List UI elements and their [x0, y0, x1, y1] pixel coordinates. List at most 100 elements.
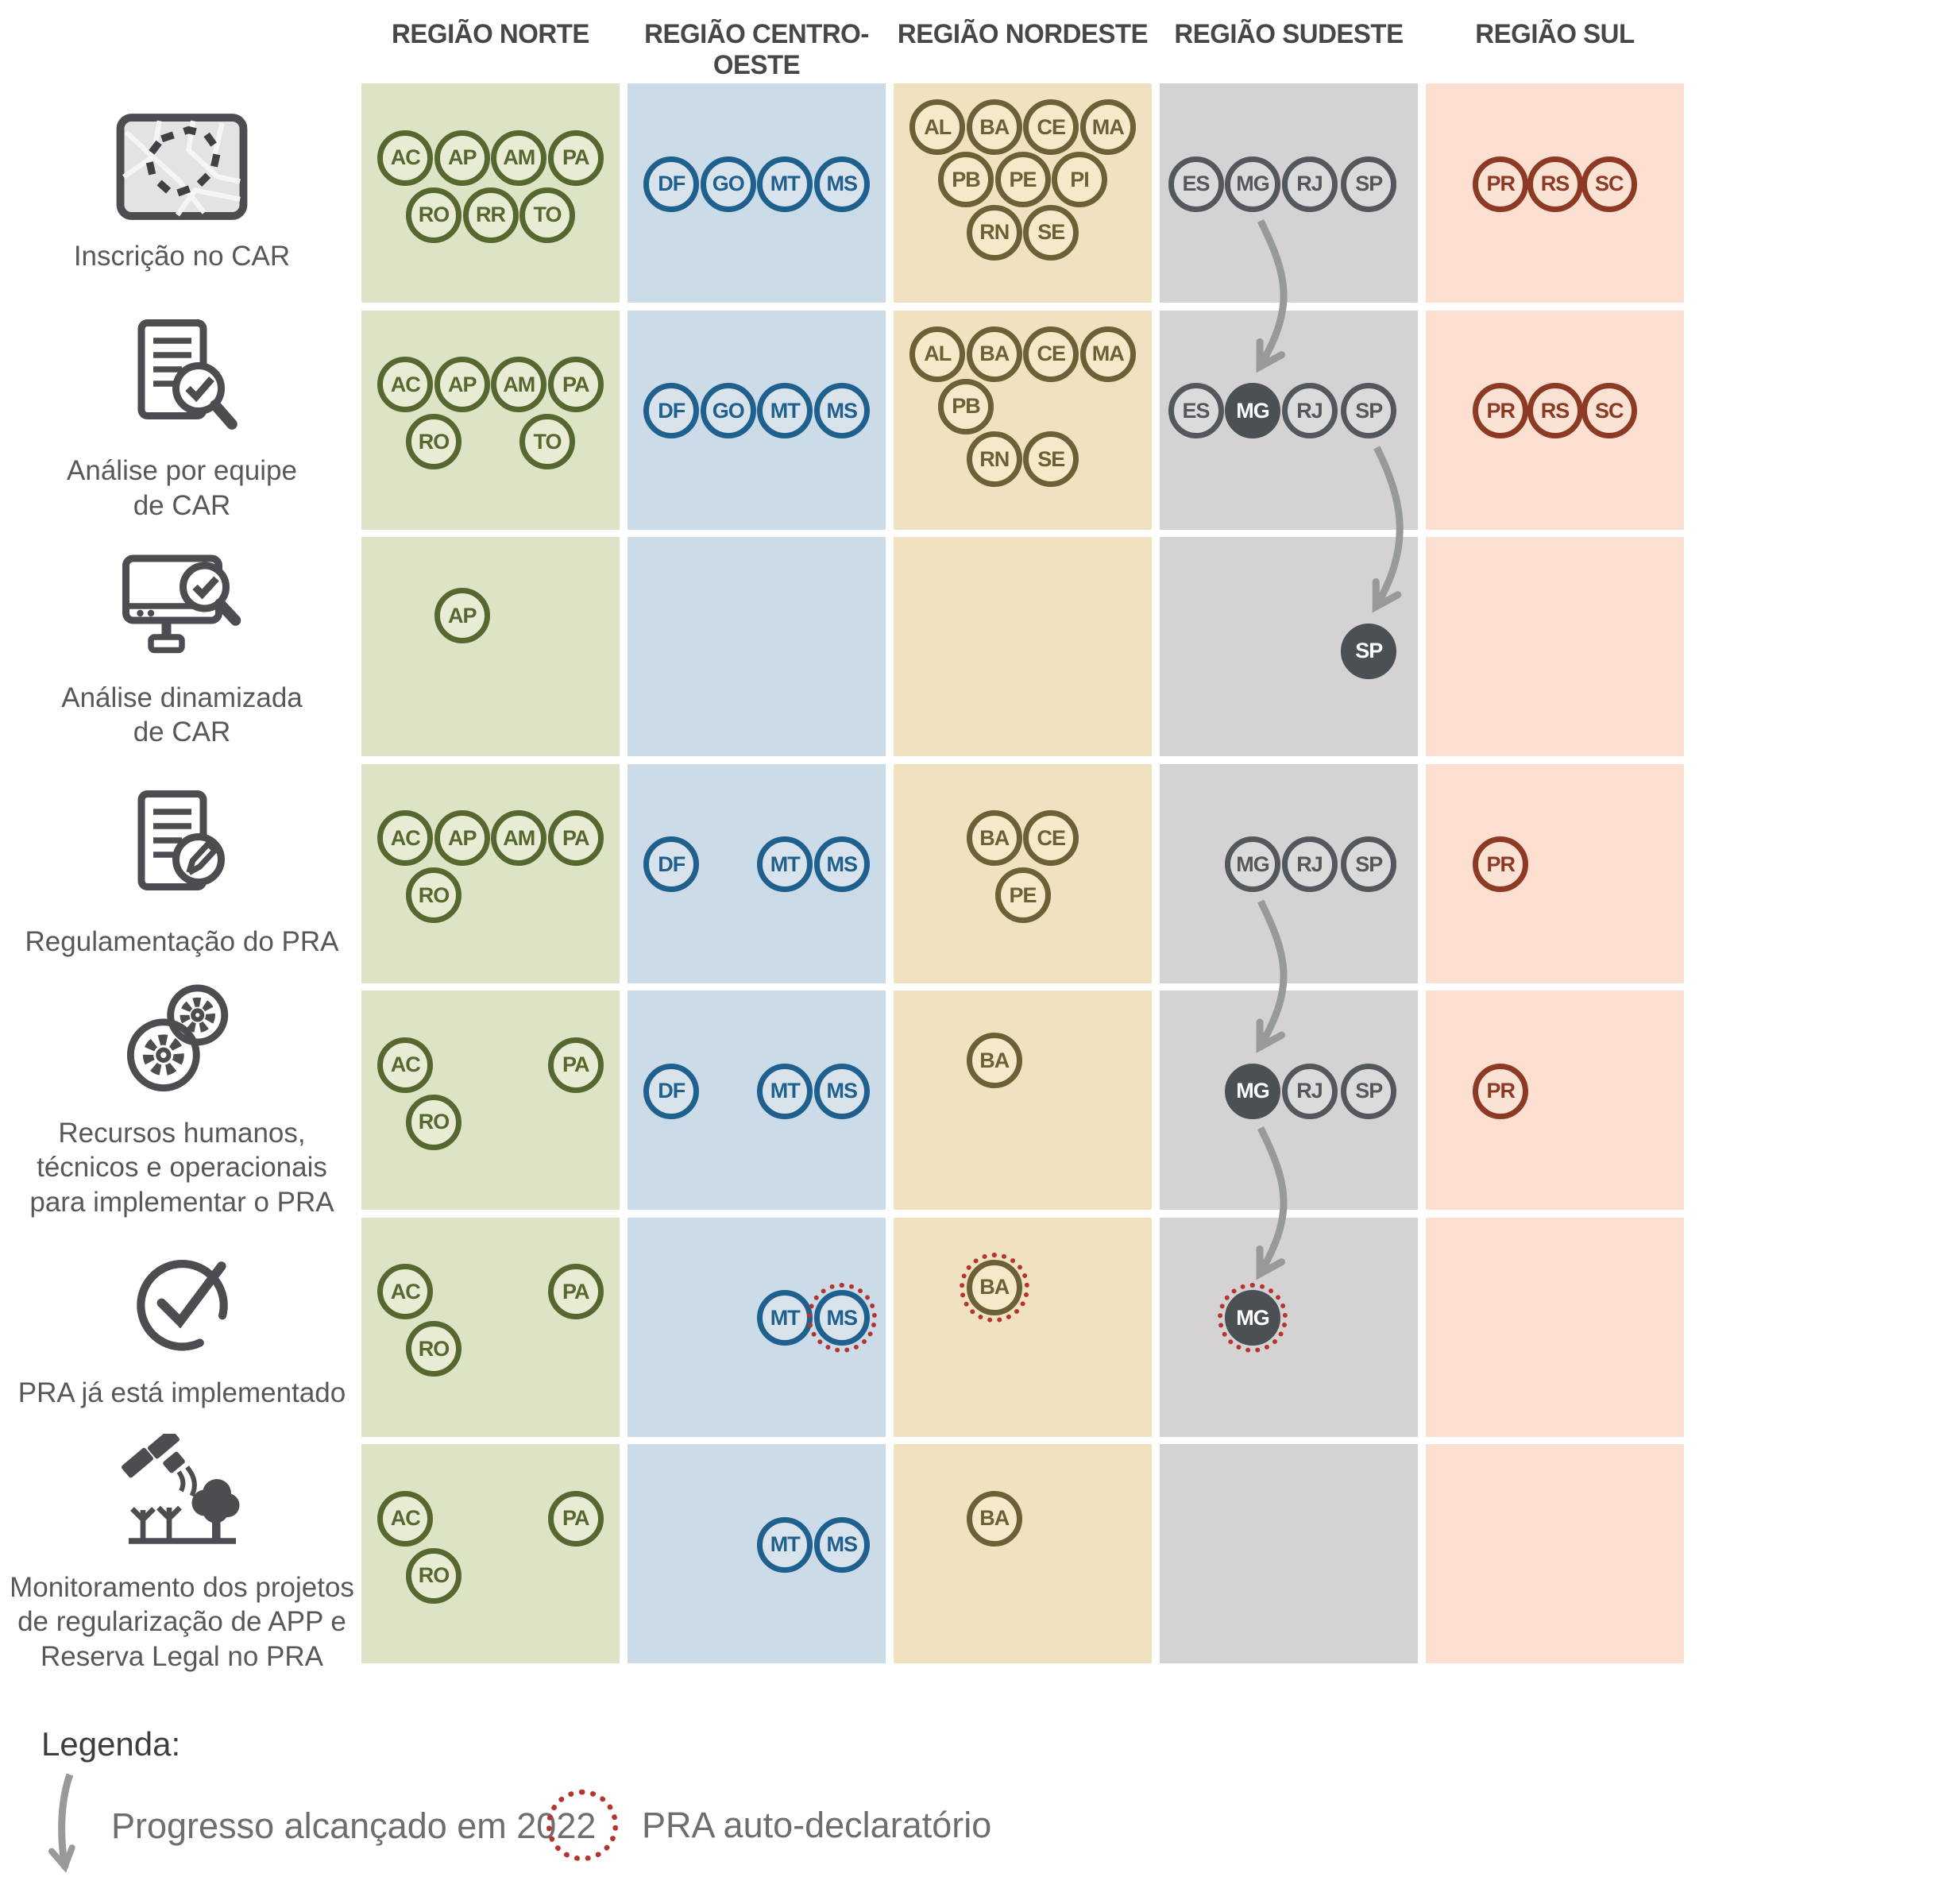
- cell-step2-centro_oeste: DF GO MT MS: [628, 310, 886, 530]
- step-block-3: Análise dinamizada de CAR: [0, 537, 364, 756]
- state-badge-pe: PE: [994, 867, 1051, 924]
- state-badge-rj: RJ: [1281, 1063, 1338, 1119]
- state-badge-pa: PA: [547, 810, 604, 867]
- state-badge-ac: AC: [377, 1264, 434, 1320]
- legend-title: Legenda:: [41, 1725, 181, 1763]
- state-badge-ms: MS: [813, 156, 870, 212]
- cell-step4-nordeste: BA CE PE: [894, 763, 1152, 983]
- cell-step1-nordeste: AL BA CE MA PB PE PI RN SE: [894, 83, 1152, 303]
- cell-step6-sul: [1426, 1217, 1684, 1437]
- state-badge-pe: PE: [994, 152, 1051, 208]
- cell-step6-norte: AC PA RO: [361, 1217, 620, 1437]
- state-badge-pb: PB: [938, 152, 994, 208]
- state-badge-rj: RJ: [1281, 383, 1338, 439]
- state-badge-sp: SP: [1341, 1063, 1397, 1119]
- cell-step4-sul: PR: [1426, 763, 1684, 983]
- cell-step2-nordeste: AL BA CE MA PB RN SE: [894, 310, 1152, 530]
- region-header-nordeste: REGIÃO NORDESTE: [897, 19, 1149, 49]
- monitor-check-icon: [118, 544, 245, 663]
- state-badge-pb: PB: [938, 378, 994, 434]
- map-icon: [114, 112, 249, 222]
- cell-step2-sul: PR RS SC: [1426, 310, 1684, 530]
- state-badge-ba: BA: [959, 1252, 1029, 1323]
- cell-step4-norte: AC AP AM PA RO: [361, 763, 620, 983]
- state-badge-ap: AP: [434, 588, 490, 644]
- cell-step7-norte: AC PA RO: [361, 1444, 620, 1663]
- cell-step3-nordeste: [894, 537, 1152, 756]
- state-badge-am: AM: [491, 357, 547, 413]
- state-badge-rn: RN: [966, 431, 1022, 488]
- region-header-centro_oeste: REGIÃO CENTRO-OESTE: [644, 19, 869, 80]
- state-badge-rj: RJ: [1281, 156, 1338, 212]
- state-badge-pr: PR: [1473, 156, 1529, 212]
- state-badge-go: GO: [700, 156, 756, 212]
- state-badge-sc: SC: [1581, 156, 1637, 212]
- cell-step1-sul: PR RS SC: [1426, 83, 1684, 303]
- cell-step6-nordeste: BA: [894, 1217, 1152, 1437]
- state-badge-es: ES: [1168, 156, 1224, 212]
- state-badge-mg: MG: [1225, 1063, 1280, 1119]
- state-badge-mt: MT: [757, 383, 813, 439]
- state-badge-es: ES: [1168, 383, 1224, 439]
- state-badge-ro: RO: [406, 414, 461, 470]
- state-badge-pr: PR: [1473, 836, 1529, 893]
- state-badge-pa: PA: [547, 129, 604, 186]
- state-badge-pa: PA: [547, 1490, 604, 1547]
- state-badge-pa: PA: [547, 1037, 604, 1093]
- cell-step1-sudeste: ES MG RJ SP: [1160, 83, 1418, 303]
- cell-step5-sudeste: MG RJ SP: [1160, 991, 1418, 1210]
- state-badge-mg: MG: [1218, 1283, 1288, 1354]
- step-label-2: Análise por equipe de CAR: [67, 455, 297, 521]
- state-badge-ac: AC: [377, 1490, 434, 1547]
- state-badge-se: SE: [1023, 204, 1079, 261]
- state-badge-ap: AP: [434, 810, 490, 867]
- state-badge-ba: BA: [966, 810, 1022, 867]
- state-badge-mg: MG: [1225, 156, 1280, 212]
- state-badge-sp: SP: [1341, 836, 1397, 893]
- state-badge-sp: SP: [1341, 383, 1397, 439]
- state-badge-mt: MT: [757, 1516, 813, 1573]
- state-badge-ro: RO: [406, 1321, 461, 1377]
- state-badge-ba: BA: [966, 1490, 1022, 1547]
- region-header-sul: REGIÃO SUL: [1475, 19, 1635, 49]
- gears-icon: [121, 981, 244, 1099]
- state-badge-ro: RO: [406, 1094, 461, 1150]
- state-badge-ms: MS: [813, 383, 870, 439]
- cell-step7-sul: [1426, 1444, 1684, 1663]
- state-badge-ap: AP: [434, 129, 490, 186]
- cell-step1-norte: AC AP AM PA RO RR TO: [361, 83, 620, 303]
- state-badge-pi: PI: [1052, 152, 1107, 208]
- state-badge-mt: MT: [757, 836, 813, 893]
- step-label-6: PRA já está implementado: [17, 1377, 346, 1409]
- state-badge-mg: MG: [1225, 836, 1280, 893]
- cell-step3-sul: [1426, 537, 1684, 756]
- state-badge-ms: MS: [813, 1516, 870, 1573]
- cell-step7-centro_oeste: MT MS: [628, 1444, 886, 1663]
- cell-step2-sudeste: ES MG RJ SP: [1160, 310, 1418, 530]
- state-badge-mt: MT: [757, 1063, 813, 1119]
- state-badge-df: DF: [643, 836, 700, 893]
- state-badge-rn: RN: [966, 204, 1022, 261]
- state-badge-df: DF: [643, 1063, 700, 1119]
- cell-step4-sudeste: MG RJ SP: [1160, 763, 1418, 983]
- step-block-6: PRA já está implementado: [0, 1218, 364, 1437]
- cell-step6-centro_oeste: MT MS: [628, 1217, 886, 1437]
- state-badge-al: AL: [909, 326, 966, 382]
- state-badge-sc: SC: [1581, 383, 1637, 439]
- state-badge-ms: MS: [813, 1063, 870, 1119]
- state-badge-df: DF: [643, 156, 700, 212]
- cell-step5-norte: AC PA RO: [361, 991, 620, 1210]
- step-block-5: Recursos humanos, técnicos e operacionai…: [0, 984, 364, 1218]
- progress-arrow-icon: [48, 1773, 75, 1873]
- state-badge-pa: PA: [547, 357, 604, 413]
- state-badge-ac: AC: [377, 1037, 434, 1093]
- state-badge-pa: PA: [547, 1264, 604, 1320]
- state-badge-mg: MG: [1225, 383, 1280, 439]
- state-badge-ro: RO: [406, 867, 461, 924]
- state-badge-ms: MS: [806, 1283, 877, 1354]
- state-badge-se: SE: [1023, 431, 1079, 488]
- step-label-4: Regulamentação do PRA: [25, 925, 339, 957]
- state-badge-ro: RO: [406, 1547, 461, 1604]
- state-badge-ba: BA: [966, 1033, 1022, 1089]
